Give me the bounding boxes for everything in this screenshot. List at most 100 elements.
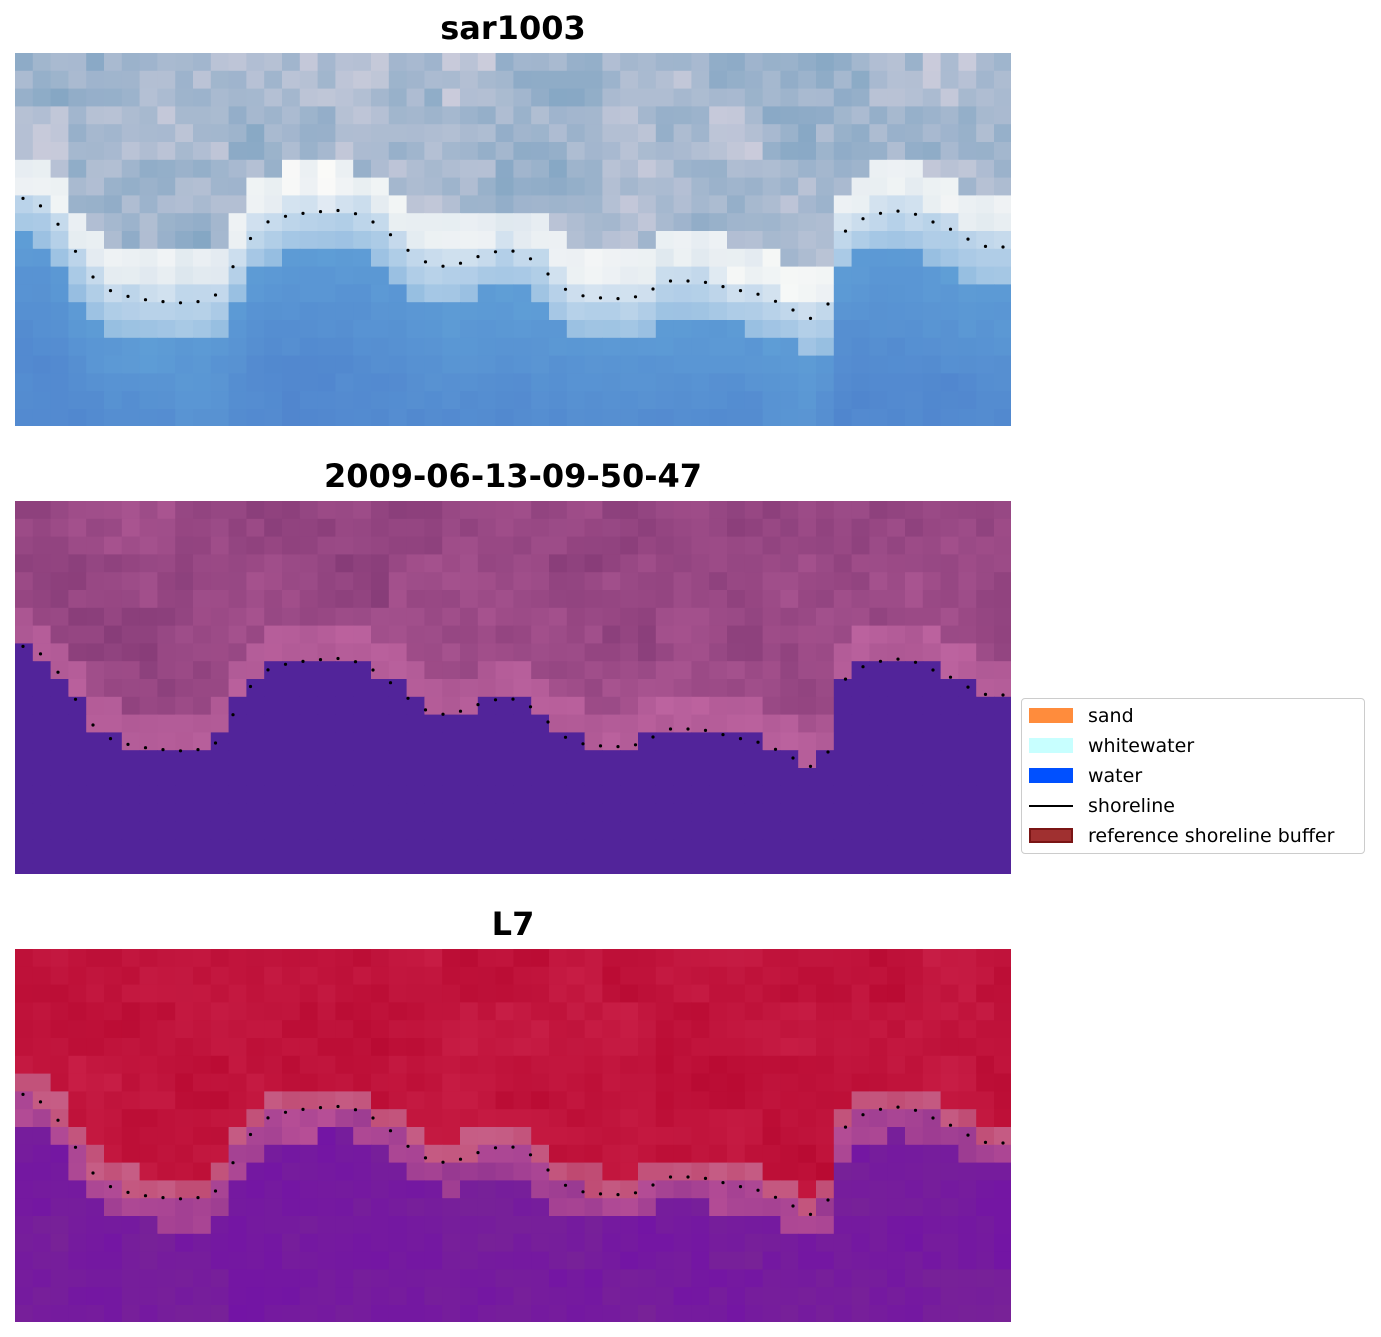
pixel: [121, 679, 141, 698]
pixel: [602, 373, 621, 392]
pixel: [424, 821, 443, 840]
pixel: [299, 106, 319, 125]
pixel: [513, 1305, 532, 1322]
pixel: [228, 284, 247, 303]
pixel: [388, 768, 408, 787]
pixel: [709, 732, 728, 751]
pixel: [50, 518, 69, 538]
pixel: [282, 750, 301, 769]
pixel: [157, 501, 176, 520]
pixel: [210, 821, 230, 840]
pixel: [833, 590, 853, 609]
pixel: [246, 554, 265, 573]
pixel: [816, 53, 835, 72]
pixel: [193, 966, 212, 986]
pixel: [958, 1162, 977, 1181]
pixel: [68, 768, 87, 787]
pixel: [691, 266, 710, 285]
water-swatch: [1029, 768, 1073, 783]
pixel: [477, 88, 497, 107]
pixel: [139, 320, 158, 339]
pixel: [246, 1002, 265, 1021]
pixel: [86, 266, 105, 285]
pixel: [68, 1198, 87, 1217]
pixel: [264, 1287, 283, 1306]
pixel: [477, 391, 497, 410]
pixel: [157, 142, 176, 161]
pixel: [869, 1109, 888, 1128]
pixel: [762, 590, 781, 609]
pixel: [442, 284, 461, 303]
pixel: [495, 1020, 514, 1039]
pixel: [139, 53, 158, 72]
pixel: [869, 1269, 888, 1288]
pixel: [442, 373, 461, 392]
pixel: [976, 1073, 995, 1092]
pixel: [210, 53, 230, 72]
pixel: [175, 785, 194, 805]
pixel: [371, 607, 390, 627]
pixel: [104, 248, 123, 268]
pixel: [976, 142, 995, 161]
pixel: [762, 266, 781, 285]
shoreline-dot: [91, 1171, 95, 1175]
pixel: [905, 159, 924, 179]
pixel: [744, 590, 764, 609]
pixel: [620, 1269, 639, 1288]
pixel: [264, 1002, 283, 1021]
pixel: [905, 1002, 924, 1021]
pixel: [68, 53, 87, 72]
pixel: [709, 518, 728, 538]
pixel: [335, 1305, 354, 1322]
pixel: [246, 768, 265, 787]
pixel: [584, 88, 603, 107]
pixel: [655, 949, 675, 968]
pixel: [851, 554, 870, 573]
pixel: [851, 88, 870, 107]
pixel: [744, 518, 764, 538]
pixel: [282, 1305, 301, 1322]
pixel: [50, 572, 69, 591]
pixel: [691, 1055, 710, 1075]
pixel: [68, 1109, 87, 1128]
pixel: [531, 984, 550, 1003]
pixel: [460, 732, 479, 751]
pixel: [709, 696, 728, 716]
pixel: [709, 554, 728, 573]
pixel: [246, 320, 265, 339]
pixel: [104, 320, 123, 339]
pixel: [317, 949, 336, 968]
shoreline-dot: [668, 279, 673, 283]
pixel: [976, 696, 995, 716]
pixel: [905, 1073, 924, 1092]
pixel: [495, 106, 514, 125]
pixel: [15, 607, 34, 627]
pixel: [228, 1038, 247, 1057]
pixel: [68, 501, 87, 520]
pixel: [32, 337, 52, 357]
pixel: [442, 195, 461, 214]
pixel: [68, 177, 87, 196]
pixel: [584, 661, 603, 680]
pixel: [317, 248, 336, 268]
pixel: [477, 1251, 497, 1270]
pixel: [335, 53, 354, 72]
pixel: [335, 195, 354, 214]
shoreline-dot: [38, 652, 43, 656]
pixel: [175, 1002, 194, 1021]
pixel: [299, 732, 319, 751]
pixel: [139, 106, 158, 125]
pixel: [851, 590, 870, 609]
pixel: [460, 1127, 479, 1146]
pixel: [531, 266, 550, 285]
pixel: [121, 320, 141, 339]
pixel: [388, 373, 408, 392]
pixel: [798, 696, 817, 716]
pixel: [727, 590, 746, 609]
pixel: [50, 88, 69, 107]
pixel: [157, 966, 176, 986]
pixel: [798, 768, 817, 787]
pixel: [833, 518, 853, 538]
shoreline-dot: [913, 212, 918, 216]
pixel: [762, 337, 781, 357]
